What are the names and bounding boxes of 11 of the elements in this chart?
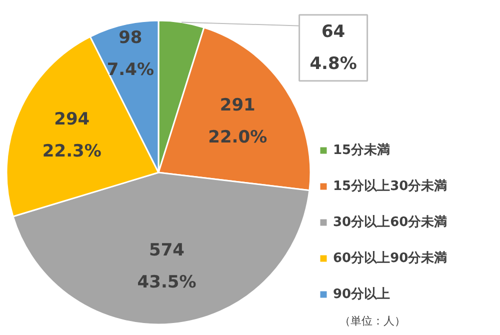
text: （単位：人） <box>340 314 406 328</box>
legend-label: 60分以上90分未満 <box>333 250 448 267</box>
data-label: 574 43.5% <box>137 240 196 292</box>
data-label: 98 7.4% <box>106 28 154 80</box>
data-label: 294 22.3% <box>42 109 102 162</box>
legend-label: 15分未満 <box>333 142 390 159</box>
legend-label: 90分以上 <box>333 286 390 303</box>
data-label: 291 22.0% <box>208 95 268 148</box>
data-label: 64 4.8% <box>310 22 357 74</box>
legend-label: 15分以上30分未満 <box>333 178 448 195</box>
legend-label: 30分以上60分未満 <box>333 214 448 231</box>
